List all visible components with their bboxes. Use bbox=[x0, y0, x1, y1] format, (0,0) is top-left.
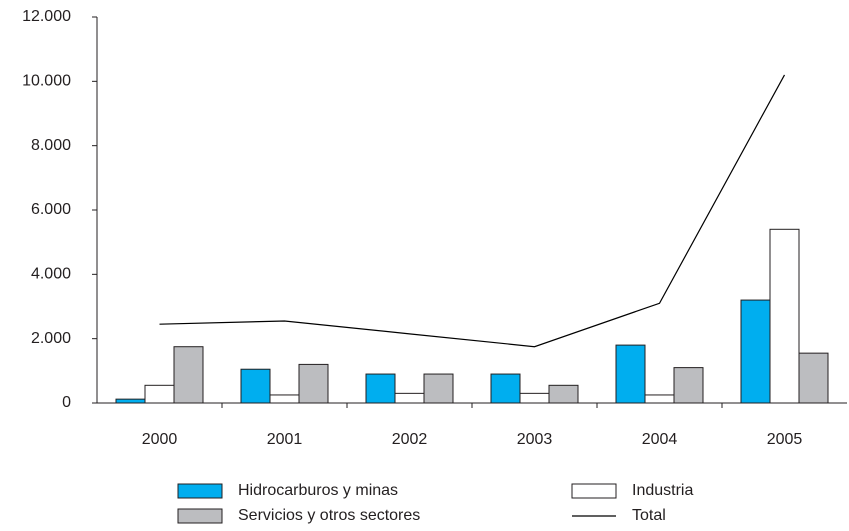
y-tick-label: 0 bbox=[62, 394, 71, 411]
bar bbox=[490, 373, 521, 404]
legend-swatch bbox=[177, 508, 223, 524]
bar bbox=[740, 299, 771, 404]
bar bbox=[519, 392, 550, 404]
bar bbox=[144, 384, 175, 404]
legend-swatch bbox=[177, 483, 223, 499]
bar bbox=[798, 352, 829, 404]
bar bbox=[394, 392, 425, 404]
legend-label: Hidrocarburos y minas bbox=[238, 482, 398, 499]
x-tick-label: 2003 bbox=[517, 431, 553, 448]
bar bbox=[240, 368, 271, 404]
legend-label: Industria bbox=[632, 482, 693, 499]
bar bbox=[423, 373, 454, 404]
bar bbox=[769, 228, 800, 404]
total-line bbox=[159, 74, 786, 348]
bar bbox=[269, 394, 300, 404]
legend-label: Total bbox=[632, 507, 666, 524]
bar bbox=[644, 394, 675, 404]
legend-swatch bbox=[571, 483, 617, 499]
bar bbox=[548, 384, 579, 404]
y-tick-label: 10.000 bbox=[22, 73, 71, 90]
bar bbox=[298, 363, 329, 404]
bar bbox=[365, 373, 396, 404]
legend-label: Servicios y otros sectores bbox=[238, 507, 420, 524]
x-tick-label: 2001 bbox=[267, 431, 303, 448]
x-tick-label: 2004 bbox=[642, 431, 678, 448]
y-tick-label: 6.000 bbox=[31, 201, 71, 218]
y-tick-label: 2.000 bbox=[31, 330, 71, 347]
y-tick-label: 8.000 bbox=[31, 137, 71, 154]
x-tick-label: 2002 bbox=[392, 431, 428, 448]
x-tick-label: 2005 bbox=[767, 431, 803, 448]
bar bbox=[173, 346, 204, 404]
bar bbox=[115, 398, 146, 404]
bar bbox=[615, 344, 646, 404]
bar bbox=[673, 367, 704, 404]
y-tick-label: 4.000 bbox=[31, 266, 71, 283]
y-tick-label: 12.000 bbox=[22, 8, 71, 25]
x-tick-label: 2000 bbox=[142, 431, 178, 448]
